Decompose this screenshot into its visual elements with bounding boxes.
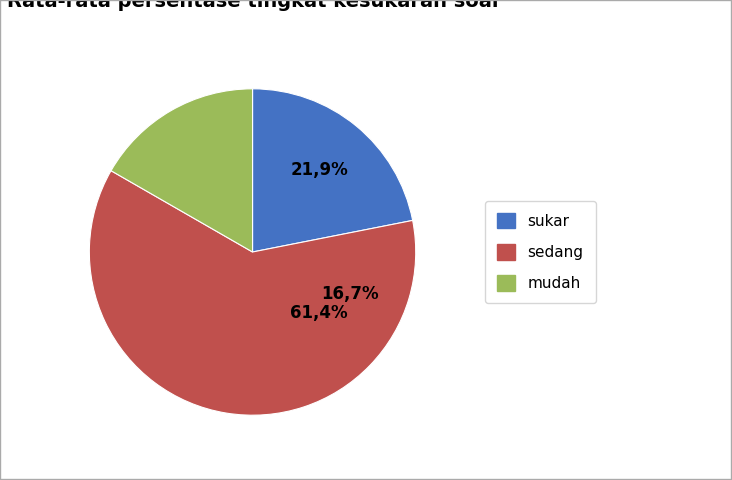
Wedge shape	[253, 89, 413, 252]
Title: Rata-rata persentase tingkat kesukaran soal: Rata-rata persentase tingkat kesukaran s…	[7, 0, 498, 11]
Wedge shape	[111, 89, 253, 252]
Text: 16,7%: 16,7%	[321, 285, 378, 303]
Text: 61,4%: 61,4%	[290, 303, 348, 322]
Text: 21,9%: 21,9%	[291, 161, 348, 179]
Legend: sukar, sedang, mudah: sukar, sedang, mudah	[485, 201, 596, 303]
Wedge shape	[89, 171, 416, 415]
